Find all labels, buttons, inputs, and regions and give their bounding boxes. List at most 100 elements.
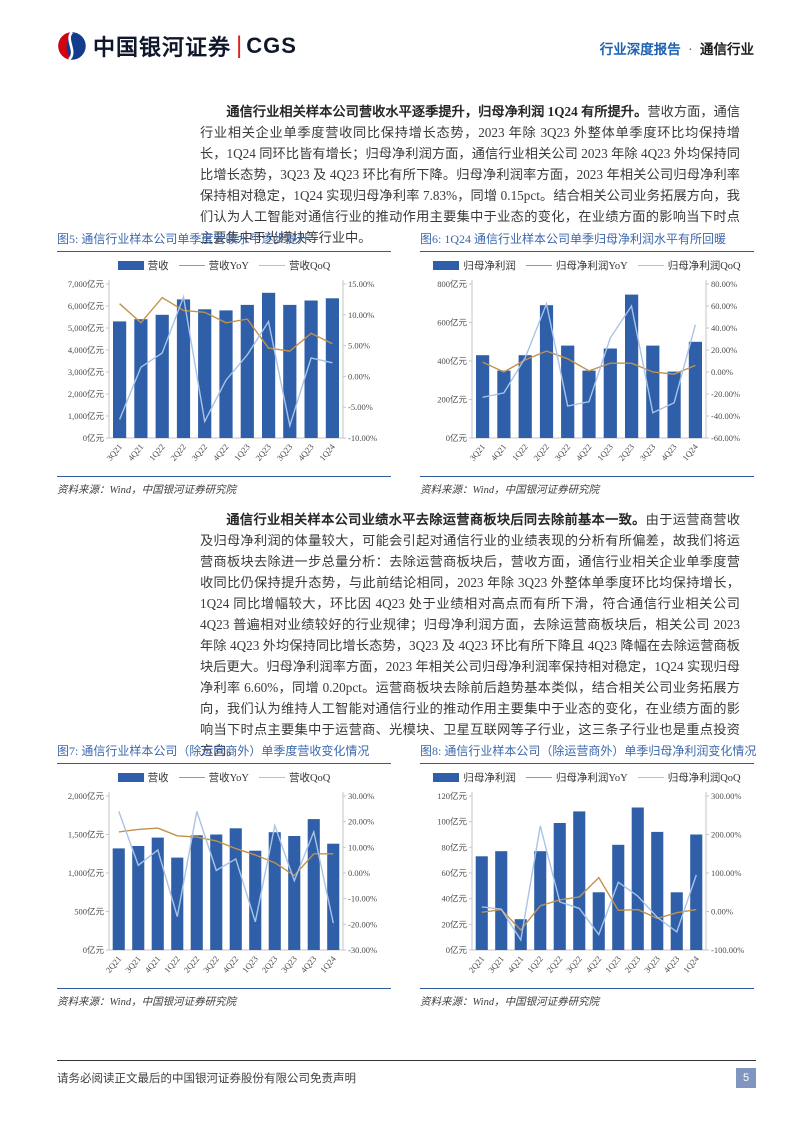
svg-text:2Q22: 2Q22 xyxy=(182,954,202,975)
svg-text:2Q23: 2Q23 xyxy=(623,954,643,975)
svg-text:20.00%: 20.00% xyxy=(348,817,374,827)
paragraph-2-body: 由于运营商营收及归母净利润的体量较大，可能会引起对通信行业的业绩表现的分析有所偏… xyxy=(200,512,741,759)
legend-item: 归母净利润QoQ xyxy=(637,258,741,273)
svg-text:6,000亿元: 6,000亿元 xyxy=(68,301,105,311)
legend-label: 归母净利润QoQ xyxy=(667,772,741,784)
svg-text:100.00%: 100.00% xyxy=(711,868,741,878)
qoq-line xyxy=(118,294,333,429)
figure-5-legend: 营收 营收YoY 营收QoQ xyxy=(57,258,391,272)
svg-text:1Q22: 1Q22 xyxy=(147,442,167,463)
svg-text:3Q22: 3Q22 xyxy=(201,954,221,975)
bar-series xyxy=(113,292,339,438)
svg-text:3Q23: 3Q23 xyxy=(275,442,295,463)
figure-6-legend: 归母净利润 归母净利润YoY 归母净利润QoQ xyxy=(420,258,754,272)
bar-series xyxy=(475,807,703,951)
svg-text:800亿元: 800亿元 xyxy=(437,279,467,289)
qoq-line xyxy=(118,811,334,924)
svg-text:200.00%: 200.00% xyxy=(711,830,741,840)
svg-text:3Q23: 3Q23 xyxy=(638,442,658,463)
svg-text:7,000亿元: 7,000亿元 xyxy=(68,279,105,289)
category-labels: 3Q21 4Q21 1Q22 2Q22 3Q22 4Q22 1Q23 2Q23 3Q23 4Q23… xyxy=(104,441,337,462)
svg-text:4Q23: 4Q23 xyxy=(299,954,319,975)
svg-text:1Q23: 1Q23 xyxy=(595,442,615,463)
legend-item: 营收QoQ xyxy=(258,770,331,785)
svg-text:1Q23: 1Q23 xyxy=(232,442,252,463)
galaxy-logo-icon xyxy=(58,31,86,61)
svg-text:2Q22: 2Q22 xyxy=(531,442,551,463)
svg-text:2Q23: 2Q23 xyxy=(616,442,636,463)
svg-text:3Q21: 3Q21 xyxy=(104,442,124,463)
svg-text:60亿元: 60亿元 xyxy=(441,868,467,878)
svg-text:0.00%: 0.00% xyxy=(348,868,370,878)
svg-text:4Q23: 4Q23 xyxy=(296,442,316,463)
svg-text:0.00%: 0.00% xyxy=(711,367,733,377)
legend-line-swatch xyxy=(258,264,285,266)
svg-text:3Q22: 3Q22 xyxy=(189,442,209,463)
yoy-line xyxy=(118,827,334,877)
svg-text:0亿元: 0亿元 xyxy=(83,433,105,443)
figure-6: 图6: 1Q24 通信行业样本公司单季归母净利润水平有所回暖 归母净利润 归母净利… xyxy=(420,230,754,497)
figure-8-title: 图8: 通信行业样本公司（除运营商外）单季归母净利润变化情况 xyxy=(420,742,756,764)
svg-text:4,000亿元: 4,000亿元 xyxy=(68,345,105,355)
legend-bar-swatch xyxy=(433,772,460,782)
svg-text:200亿元: 200亿元 xyxy=(437,395,467,405)
svg-text:4Q21: 4Q21 xyxy=(489,442,509,463)
svg-text:-5.00%: -5.00% xyxy=(348,402,373,412)
svg-text:1Q22: 1Q22 xyxy=(525,954,545,975)
svg-text:1Q24: 1Q24 xyxy=(318,953,338,974)
axis-lines xyxy=(108,792,344,951)
yoy-line xyxy=(119,296,333,352)
svg-text:0亿元: 0亿元 xyxy=(446,945,468,955)
legend-item: 营收 xyxy=(117,770,169,785)
svg-text:0.00%: 0.00% xyxy=(348,371,370,381)
bar-series xyxy=(112,819,340,950)
svg-text:3Q21: 3Q21 xyxy=(467,442,487,463)
page-number-badge: 5 xyxy=(736,1068,756,1088)
paragraph-2-lead: 通信行业相关样本公司业绩水平去除运营商板块后同去除前基本一致。 xyxy=(226,512,646,528)
svg-text:3,000亿元: 3,000亿元 xyxy=(68,367,105,377)
body-paragraph-1: 通信行业相关样本公司营收水平逐季提升，归母净利润 1Q24 有所提升。营收方面，… xyxy=(200,101,740,248)
svg-text:40亿元: 40亿元 xyxy=(441,894,467,904)
legend-label: 归母净利润YoY xyxy=(555,772,628,784)
svg-text:15.00%: 15.00% xyxy=(348,279,374,289)
figure-5-title: 图5: 通信行业样本公司单季度营收水平逐步提升 xyxy=(57,230,391,252)
svg-text:1,000亿元: 1,000亿元 xyxy=(68,411,105,421)
figure-8-legend: 归母净利润 归母净利润YoY 归母净利润QoQ xyxy=(420,770,754,784)
figure-7-title: 图7: 通信行业样本公司（除运营商外）单季度营收变化情况 xyxy=(57,742,391,764)
logo-text: 中国银河证券 | CGS xyxy=(93,30,297,62)
svg-text:0亿元: 0亿元 xyxy=(446,433,468,443)
svg-text:4Q21: 4Q21 xyxy=(143,954,163,975)
legend-line-swatch xyxy=(178,776,205,778)
svg-text:120亿元: 120亿元 xyxy=(437,791,467,801)
svg-text:-40.00%: -40.00% xyxy=(711,411,740,421)
industry-name: 通信行业 xyxy=(700,42,754,57)
legend-line-swatch xyxy=(637,776,664,778)
legend-label: 营收 xyxy=(147,772,169,784)
legend-line-swatch xyxy=(525,264,552,266)
svg-text:4Q23: 4Q23 xyxy=(662,954,682,975)
paragraph-1-lead: 通信行业相关样本公司营收水平逐季提升，归母净利润 1Q24 有所提升。 xyxy=(226,104,648,120)
svg-text:2Q22: 2Q22 xyxy=(545,954,565,975)
legend-item: 营收YoY xyxy=(178,770,249,785)
svg-text:-30.00%: -30.00% xyxy=(348,945,377,955)
svg-text:80.00%: 80.00% xyxy=(711,279,737,289)
svg-text:1,500亿元: 1,500亿元 xyxy=(68,830,105,840)
report-type: 行业深度报告 xyxy=(599,42,681,57)
legend-label: 营收QoQ xyxy=(288,772,331,784)
svg-text:3Q23: 3Q23 xyxy=(279,954,299,975)
axis-lines xyxy=(471,792,707,951)
svg-text:1Q23: 1Q23 xyxy=(603,954,623,975)
svg-text:10.00%: 10.00% xyxy=(348,310,374,320)
body-paragraph-2: 通信行业相关样本公司业绩水平去除运营商板块后同去除前基本一致。由于运营商营收及归… xyxy=(200,509,740,761)
qoq-line xyxy=(482,301,697,414)
legend-line-swatch xyxy=(637,264,664,266)
svg-text:5.00%: 5.00% xyxy=(348,341,370,351)
svg-text:300.00%: 300.00% xyxy=(711,791,741,801)
svg-text:1Q22: 1Q22 xyxy=(510,442,530,463)
legend-item: 归母净利润QoQ xyxy=(637,770,741,785)
svg-text:10.00%: 10.00% xyxy=(348,842,374,852)
svg-text:3Q21: 3Q21 xyxy=(123,954,143,975)
yoy-line xyxy=(482,350,696,375)
svg-text:100亿元: 100亿元 xyxy=(437,817,467,827)
